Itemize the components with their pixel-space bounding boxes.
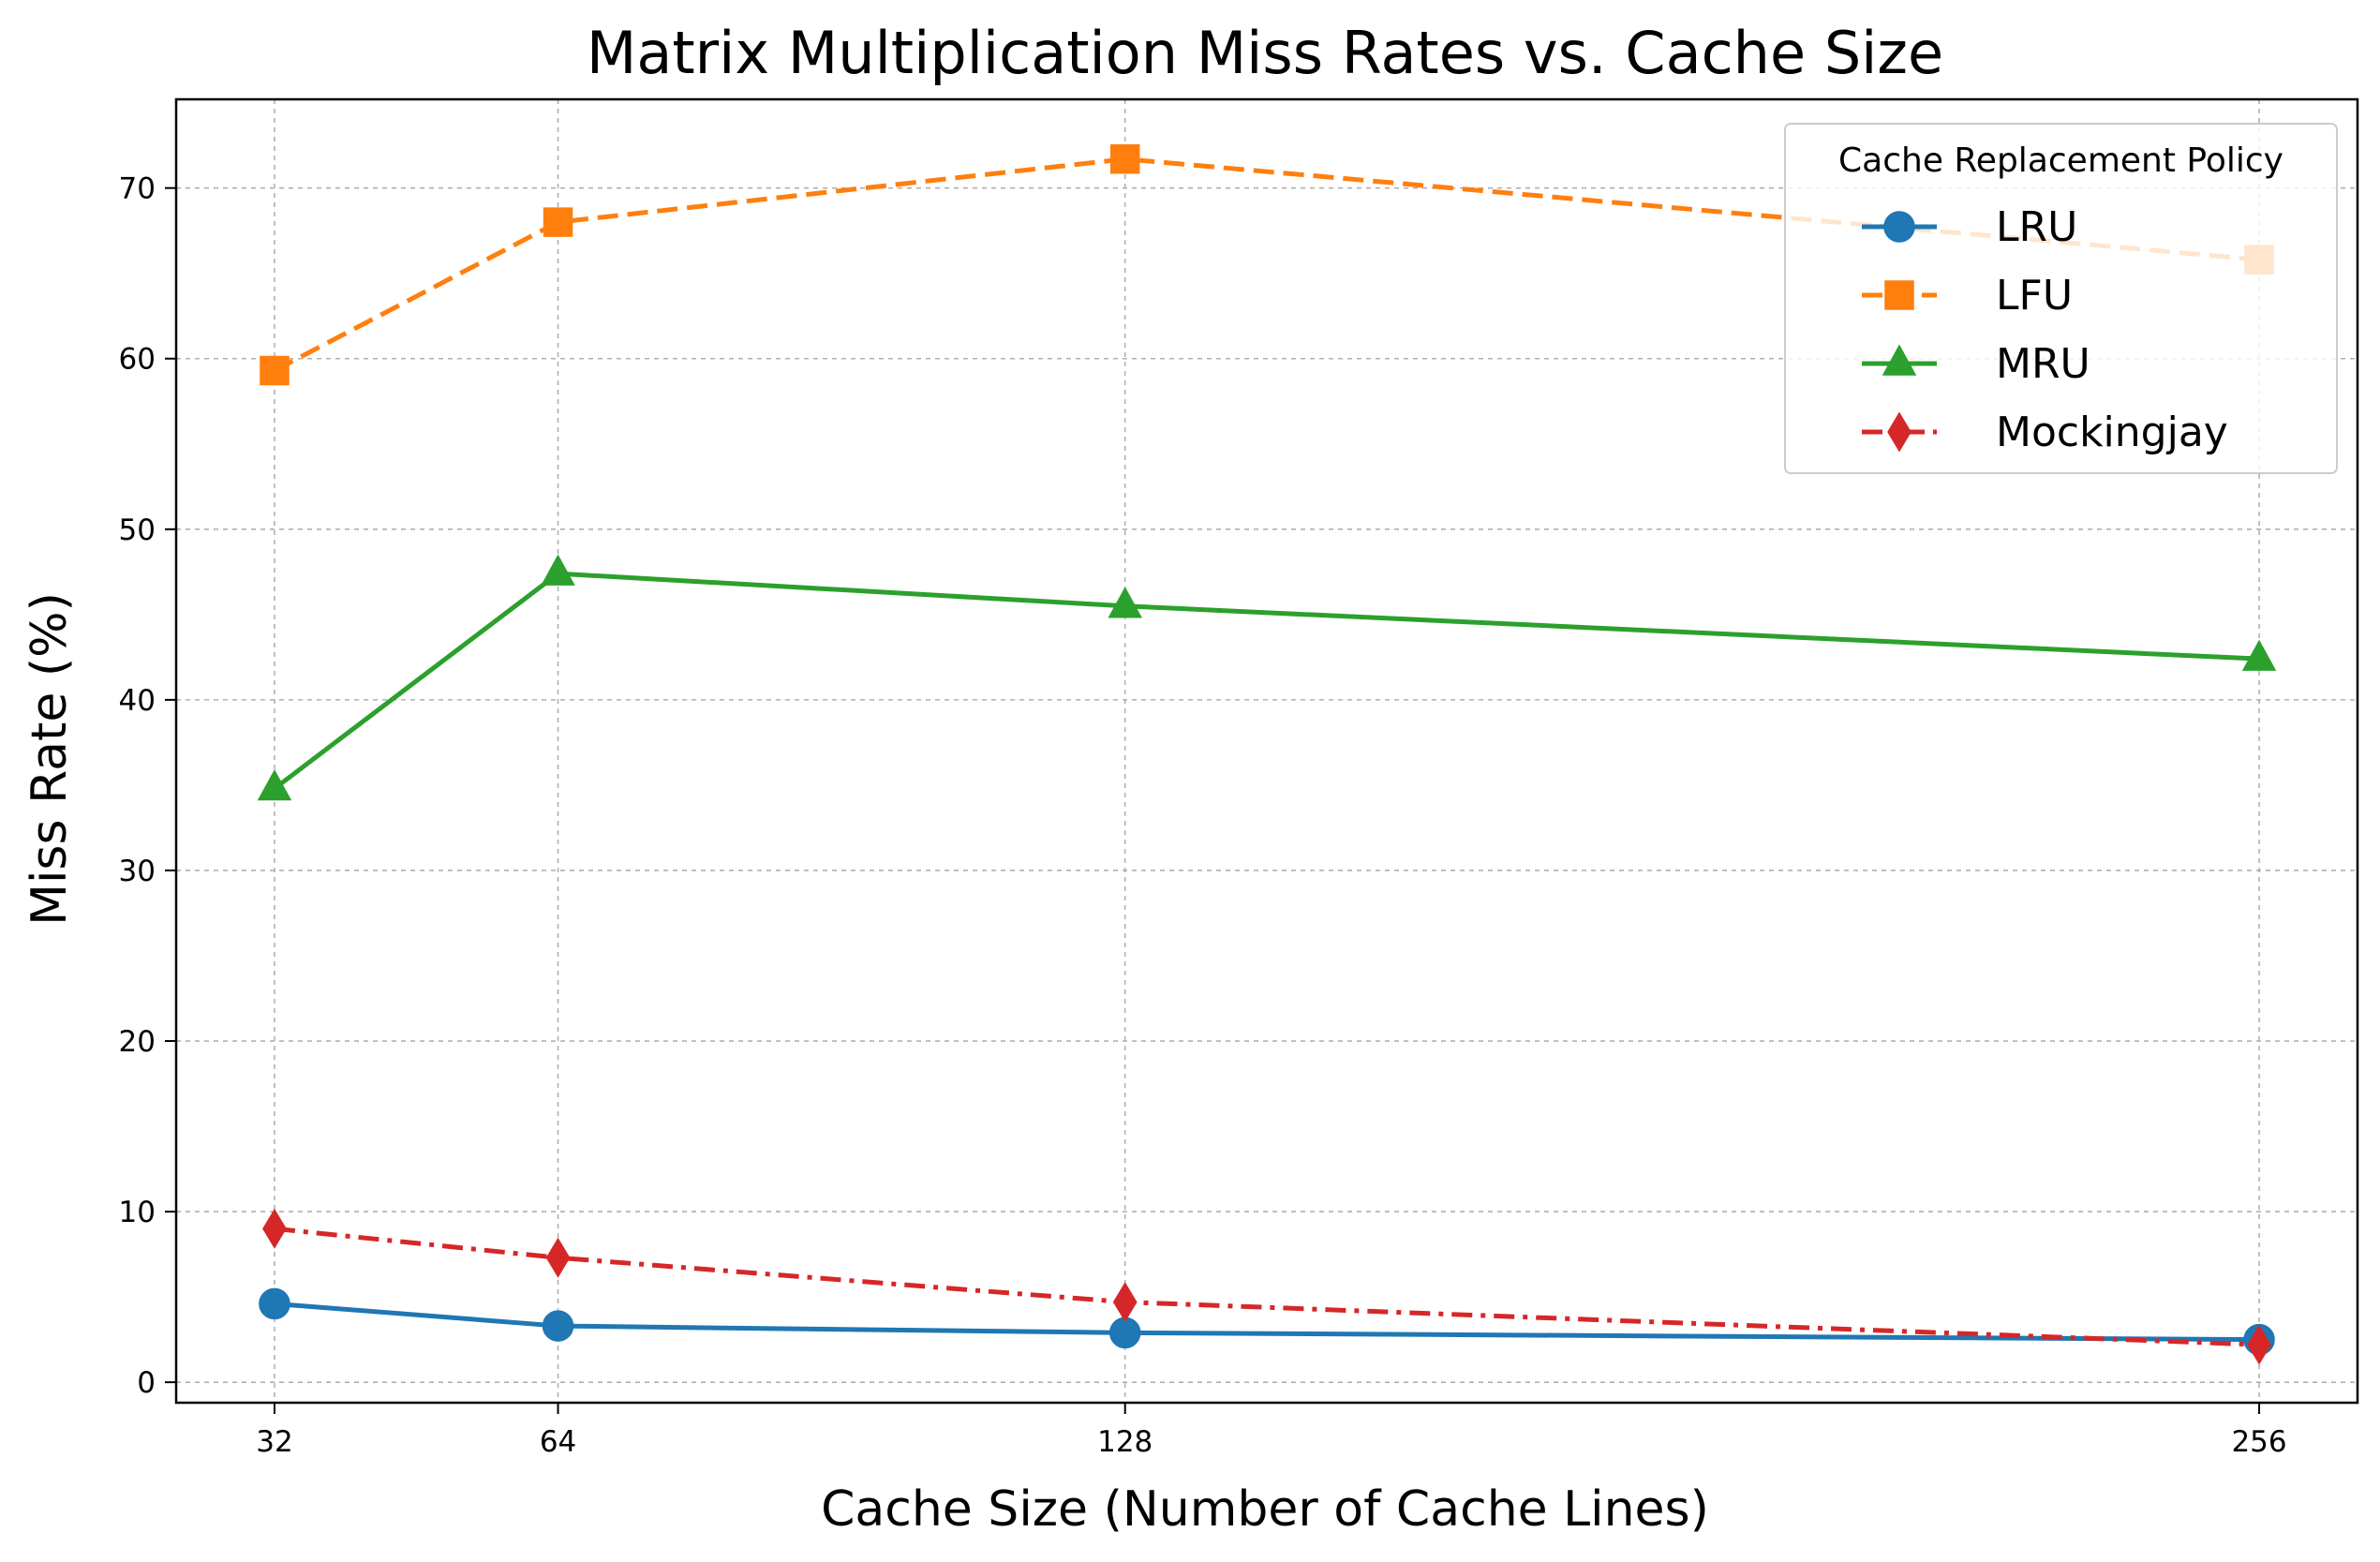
legend-marker [1883,211,1915,243]
data-point [1108,1317,1141,1349]
data-point [2247,1324,2271,1365]
legend-label: Mockingjay [1996,409,2228,456]
x-tick-label: 128 [1097,1425,1153,1459]
series-lines [257,143,2277,1365]
series-mru [257,554,2277,801]
data-point [259,1287,290,1320]
data-point [257,768,292,801]
legend-box [1784,123,2338,474]
data-point [2241,639,2277,671]
y-tick-label: 40 [119,684,156,718]
series-line [274,1226,2260,1347]
legend: Cache Replacement Policy LRU LFU MRU Mocking… [1784,123,2338,474]
data-point [542,1310,574,1342]
data-point [543,207,573,237]
series-mockingjay [262,1208,2271,1365]
data-point [541,554,575,586]
series-line [274,1301,2260,1343]
legend-marker [1884,280,1914,310]
y-axis-title: Miss Rate (%) [22,592,78,926]
data-point [260,355,290,386]
legend-label: LRU [1996,203,2077,251]
data-point [1108,587,1142,618]
y-tick-label: 10 [119,1196,156,1229]
y-tick-label: 0 [137,1366,156,1400]
y-tick-label: 20 [119,1025,156,1059]
data-point [1109,143,1140,174]
axis-ticks: 32 64 128 256 0 10 20 30 40 50 60 70 [119,172,2287,1459]
legend-item: LRU [1862,203,2077,251]
x-tick-label: 32 [256,1425,292,1459]
series-lru [259,1287,2275,1356]
data-point [262,1208,287,1249]
chart-title: Matrix Multiplication Miss Rates vs. Cac… [587,19,1943,87]
y-tick-label: 70 [119,172,156,206]
legend-label: LFU [1996,272,2073,320]
legend-label: MRU [1996,340,2090,388]
x-axis-title: Cache Size (Number of Cache Lines) [821,1481,1709,1538]
data-point [1112,1282,1138,1323]
legend-marker [1882,344,1917,376]
y-tick-label: 30 [119,855,156,888]
x-tick-label: 64 [540,1425,576,1459]
plot-frame [174,97,2359,1405]
legend-item: LFU [1862,272,2073,320]
series-line [273,156,2260,373]
legend-title: Cache Replacement Policy [1838,141,2283,180]
y-tick-label: 50 [119,513,156,547]
legend-marker [1887,411,1911,453]
x-tick-label: 256 [2231,1425,2286,1459]
legend-item: Mockingjay [1862,409,2228,456]
legend-item: MRU [1862,340,2090,388]
series-line [273,571,2260,791]
data-point [545,1237,571,1278]
y-tick-label: 60 [119,343,156,377]
